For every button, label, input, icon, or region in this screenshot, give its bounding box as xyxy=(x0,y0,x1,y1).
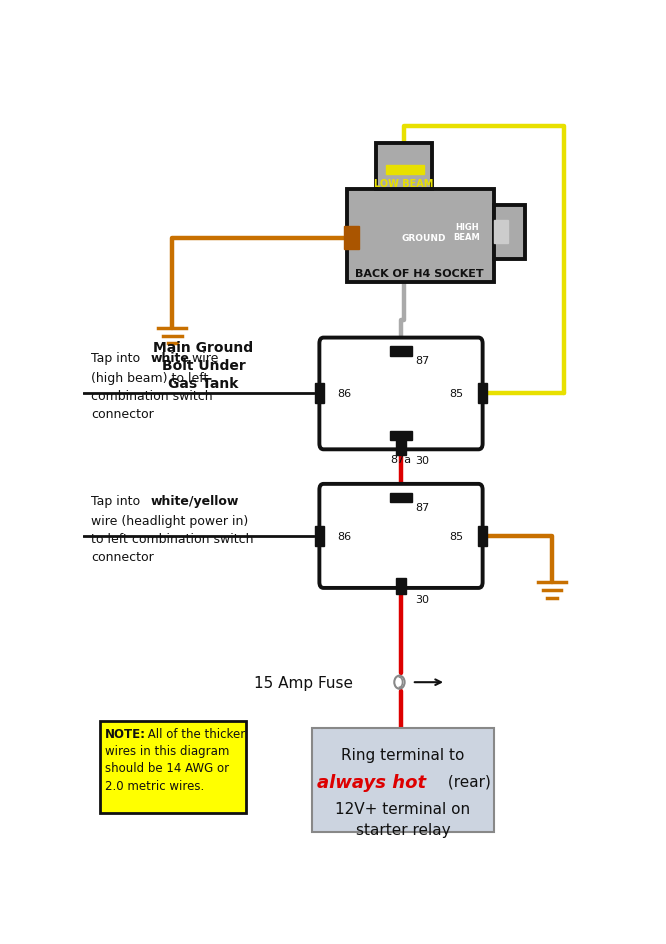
Bar xyxy=(390,347,412,356)
FancyBboxPatch shape xyxy=(320,484,483,588)
Text: LOW BEAM: LOW BEAM xyxy=(374,179,434,189)
Bar xyxy=(344,228,359,250)
Text: Tap into: Tap into xyxy=(91,352,144,364)
Text: BACK OF H4 SOCKET: BACK OF H4 SOCKET xyxy=(355,268,484,278)
Bar xyxy=(390,494,412,502)
FancyBboxPatch shape xyxy=(320,338,483,450)
Text: wires in this diagram
should be 14 AWG or
2.0 metric wires.: wires in this diagram should be 14 AWG o… xyxy=(105,744,229,792)
Text: 87: 87 xyxy=(415,502,429,512)
Bar xyxy=(494,221,508,244)
Text: 85: 85 xyxy=(449,389,463,399)
Text: 87a: 87a xyxy=(390,454,412,464)
Text: 12V+ terminal on: 12V+ terminal on xyxy=(336,801,470,816)
Text: 87: 87 xyxy=(415,356,429,366)
Bar xyxy=(396,579,406,594)
Ellipse shape xyxy=(394,676,405,689)
Text: 30: 30 xyxy=(415,456,429,466)
Text: Ring terminal to: Ring terminal to xyxy=(341,747,465,762)
Text: HIGH
BEAM: HIGH BEAM xyxy=(454,223,480,243)
Text: 85: 85 xyxy=(449,531,463,541)
Bar xyxy=(101,721,246,813)
Text: Main Ground
Bolt Under
Gas Tank: Main Ground Bolt Under Gas Tank xyxy=(153,340,254,391)
Text: wire: wire xyxy=(188,352,218,364)
Text: (high beam) to left
combination switch
connector: (high beam) to left combination switch c… xyxy=(91,372,212,421)
Bar xyxy=(478,384,487,404)
Bar xyxy=(347,190,494,282)
Bar xyxy=(376,144,432,190)
Text: All of the thicker: All of the thicker xyxy=(144,727,245,740)
Text: wire (headlight power in)
to left combination switch
connector: wire (headlight power in) to left combin… xyxy=(91,514,254,564)
Text: 30: 30 xyxy=(415,595,429,604)
Text: NOTE:: NOTE: xyxy=(105,727,146,740)
Bar xyxy=(312,729,494,833)
Text: 86: 86 xyxy=(338,531,352,541)
Bar xyxy=(315,527,324,547)
Text: white: white xyxy=(151,352,190,364)
Bar xyxy=(478,527,487,547)
Text: starter relay: starter relay xyxy=(356,822,450,837)
Bar xyxy=(315,384,324,404)
Text: 86: 86 xyxy=(338,389,352,399)
Text: white/yellow: white/yellow xyxy=(151,494,239,507)
Bar xyxy=(390,431,412,441)
Bar xyxy=(494,206,525,260)
Bar xyxy=(396,440,406,456)
Text: (rear): (rear) xyxy=(444,773,491,788)
Bar xyxy=(386,165,424,175)
Text: GROUND: GROUND xyxy=(401,233,446,243)
Text: always hot: always hot xyxy=(318,773,426,791)
Text: Tap into: Tap into xyxy=(91,494,144,507)
Text: 15 Amp Fuse: 15 Amp Fuse xyxy=(254,675,353,690)
